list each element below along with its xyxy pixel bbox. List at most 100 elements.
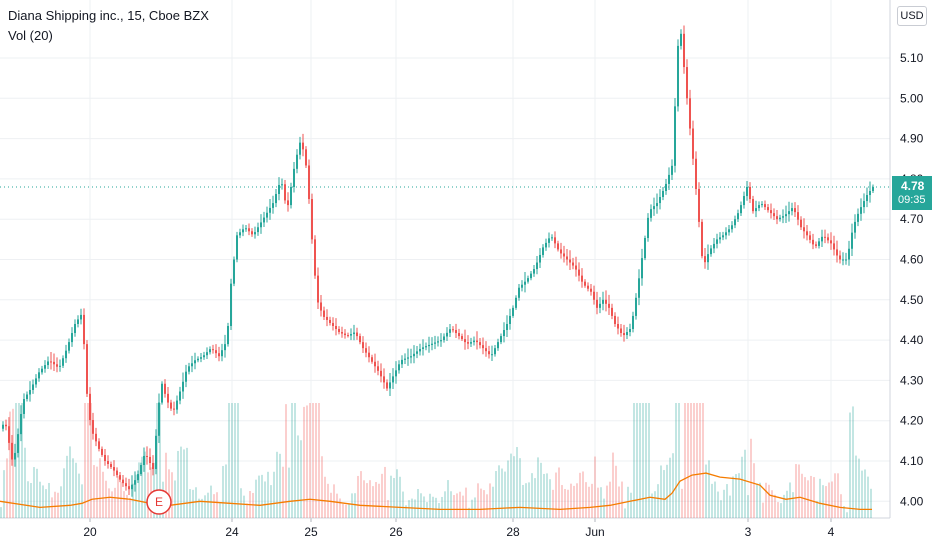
volume-bar xyxy=(24,447,26,518)
x-tick-label: 20 xyxy=(83,525,97,539)
volume-bar xyxy=(729,495,731,518)
candle-body xyxy=(632,315,634,330)
volume-bar xyxy=(420,493,422,518)
candle-body xyxy=(149,456,151,464)
candle-body xyxy=(311,199,313,240)
x-tick-label: 28 xyxy=(506,525,520,539)
volume-bar xyxy=(405,505,407,518)
volume-bar xyxy=(651,493,653,518)
y-tick-label: 4.20 xyxy=(900,414,924,428)
candle-body xyxy=(338,329,340,333)
candle-body xyxy=(14,452,16,460)
volume-bar xyxy=(501,468,503,518)
candle-body xyxy=(506,323,508,331)
volume-bar xyxy=(747,495,749,518)
volume-bar xyxy=(855,455,857,518)
candle-body xyxy=(764,204,766,208)
candle-body xyxy=(773,213,775,217)
volume-bar xyxy=(723,489,725,518)
candle-body xyxy=(818,241,820,246)
volume-bar xyxy=(219,503,221,518)
candle-body xyxy=(179,391,181,401)
volume-bar xyxy=(825,486,827,518)
volume-bar xyxy=(126,494,128,518)
volume-bar xyxy=(450,491,452,518)
volume-bar xyxy=(276,451,278,518)
candle-body xyxy=(842,259,844,261)
candle-body xyxy=(686,67,688,99)
volume-bar xyxy=(396,469,398,518)
candle-body xyxy=(314,239,316,276)
volume-bar xyxy=(621,481,623,518)
volume-bar xyxy=(528,482,530,518)
candle-body xyxy=(350,334,352,336)
volume-bar xyxy=(657,484,659,518)
volume-bar xyxy=(795,464,797,518)
volume-bar xyxy=(27,481,29,518)
volume-bar xyxy=(339,498,341,518)
candle-body xyxy=(470,342,472,344)
candle-body xyxy=(26,394,28,400)
symbol-title[interactable]: Diana Shipping inc., 15, Cboe BZX xyxy=(8,8,209,23)
candle-body xyxy=(239,232,241,236)
volume-bar xyxy=(507,460,509,518)
candle-body xyxy=(11,442,13,460)
volume-bar xyxy=(615,465,617,518)
volume-bar xyxy=(279,453,281,518)
candle-body xyxy=(320,302,322,311)
candle-body xyxy=(353,332,355,335)
candle-body xyxy=(197,358,199,361)
volume-bar xyxy=(792,492,794,518)
candle-body xyxy=(464,339,466,343)
volume-indicator-label[interactable]: Vol (20) xyxy=(8,28,53,43)
candle-body xyxy=(83,314,85,345)
candle-body xyxy=(731,225,733,230)
volume-bar xyxy=(771,490,773,518)
candle-body xyxy=(473,340,475,343)
y-tick-label: 4.70 xyxy=(900,212,924,226)
volume-bar xyxy=(690,403,692,518)
candle-body xyxy=(308,165,310,200)
volume-bar xyxy=(462,495,464,518)
volume-bar xyxy=(540,462,542,518)
y-tick-label: 4.60 xyxy=(900,253,924,267)
volume-bar xyxy=(780,503,782,518)
candle-body xyxy=(788,211,790,215)
candle-body xyxy=(857,213,859,222)
volume-bar xyxy=(774,494,776,518)
volume-bar xyxy=(525,483,527,518)
y-tick-label: 4.90 xyxy=(900,132,924,146)
volume-bar xyxy=(330,492,332,518)
volume-bar xyxy=(675,403,677,518)
bar-countdown: 09:35 xyxy=(898,194,926,206)
volume-bar xyxy=(741,456,743,518)
candle-body xyxy=(275,194,277,204)
candle-body xyxy=(269,207,271,213)
candle-body xyxy=(152,463,154,470)
volume-bar xyxy=(819,478,821,518)
volume-bar xyxy=(627,486,629,518)
candle-body xyxy=(701,221,703,257)
candle-body xyxy=(347,335,349,337)
candle-body xyxy=(206,352,208,356)
candle-body xyxy=(278,184,280,195)
candle-body xyxy=(395,370,397,377)
candle-body xyxy=(677,45,679,107)
volume-bar xyxy=(96,466,98,518)
candle-body xyxy=(374,361,376,367)
volume-bar xyxy=(171,472,173,518)
volume-bar xyxy=(705,464,707,518)
candle-body xyxy=(752,199,754,212)
currency-button[interactable]: USD xyxy=(897,6,927,26)
candle-body xyxy=(125,483,127,487)
candle-body xyxy=(863,201,865,208)
volume-bar xyxy=(84,403,86,518)
volume-bar xyxy=(570,483,572,518)
volume-bar xyxy=(198,498,200,518)
candle-body xyxy=(629,329,631,333)
volume-bar xyxy=(834,473,836,518)
candle-body xyxy=(245,228,247,230)
candle-body xyxy=(371,357,373,362)
candle-body xyxy=(368,352,370,358)
